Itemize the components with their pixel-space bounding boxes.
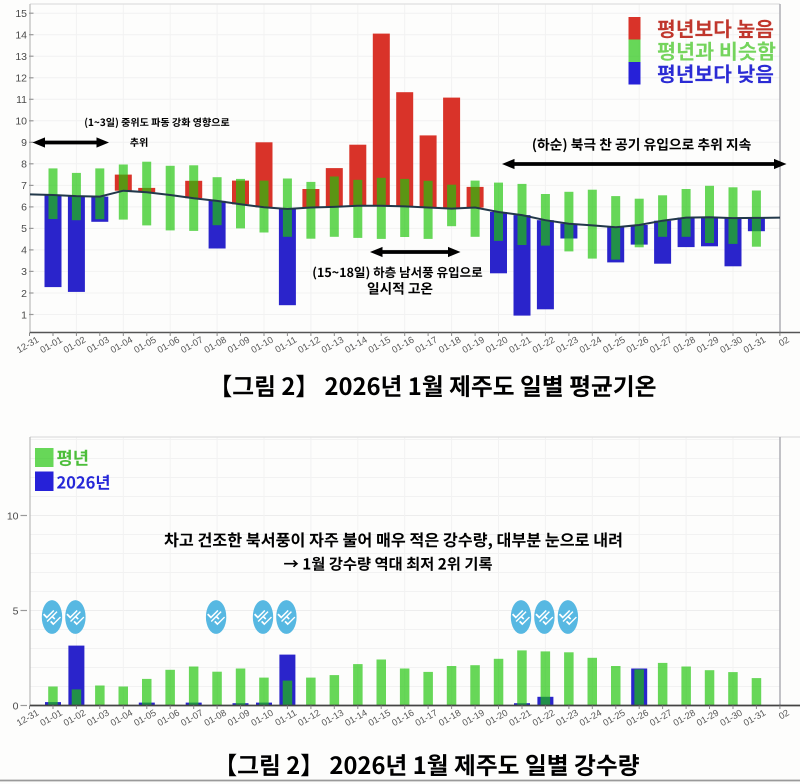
svg-text:12: 12	[15, 73, 27, 85]
svg-text:14: 14	[15, 30, 27, 42]
svg-text:6: 6	[21, 202, 27, 214]
svg-text:10: 10	[15, 116, 27, 128]
svg-text:13: 13	[15, 51, 27, 63]
svg-text:3: 3	[21, 266, 27, 278]
svg-text:11: 11	[16, 94, 27, 106]
svg-text:8: 8	[21, 159, 27, 171]
svg-text:10: 10	[7, 510, 19, 522]
svg-text:2: 2	[21, 288, 27, 300]
svg-text:02: 02	[777, 708, 791, 722]
svg-text:1: 1	[21, 309, 27, 321]
svg-text:02: 02	[777, 335, 791, 349]
svg-text:4: 4	[21, 245, 27, 257]
svg-text:0: 0	[13, 700, 19, 712]
svg-text:9: 9	[21, 137, 27, 149]
svg-text:5: 5	[13, 605, 19, 617]
svg-text:7: 7	[21, 180, 27, 192]
svg-text:15: 15	[15, 8, 27, 20]
svg-text:5: 5	[21, 223, 27, 235]
